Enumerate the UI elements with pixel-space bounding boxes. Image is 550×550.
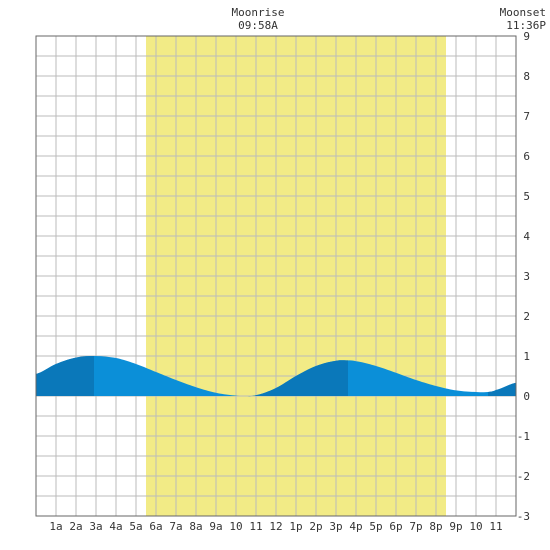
y-tick-label: 1 [523, 350, 530, 363]
y-tick-label: 5 [523, 190, 530, 203]
y-tick-label: 3 [523, 270, 530, 283]
tide-area-rising [244, 360, 348, 397]
x-tick-labels: 1a 2a 3a 4a 5a 6a 7a 8a 9a 10 11 12 1p 2p 3p 4p 5p 6p 7p 8p… [49, 520, 502, 533]
y-tick-label: 8 [523, 70, 530, 83]
x-tick-label: 9a [209, 520, 222, 533]
tide-area-rising [488, 382, 516, 396]
x-tick-label: 2p [309, 520, 322, 533]
moonset-time: 11:36P [506, 19, 546, 32]
x-tick-label: 1a [49, 520, 62, 533]
y-tick-label: 4 [523, 230, 530, 243]
x-tick-label: 7p [409, 520, 422, 533]
x-tick-label: 11 [489, 520, 502, 533]
x-tick-label: 2a [69, 520, 82, 533]
x-tick-label: 6a [149, 520, 162, 533]
y-tick-label: 0 [523, 390, 530, 403]
plot-frame [35, 35, 517, 517]
x-tick-label: 10 [469, 520, 482, 533]
x-tick-label: 1p [289, 520, 302, 533]
x-tick-label: 3a [89, 520, 102, 533]
x-tick-label: 10 [229, 520, 242, 533]
x-tick-label: 6p [389, 520, 402, 533]
x-tick-label: 4a [109, 520, 122, 533]
moonset-label: Moonset [500, 6, 546, 19]
x-tick-label: 9p [449, 520, 462, 533]
tide-area [36, 355, 516, 397]
x-tick-label: 4p [349, 520, 362, 533]
y-tick-label: 2 [523, 310, 530, 323]
moonrise-label: Moonrise [232, 6, 285, 19]
y-tick-label: -1 [517, 430, 530, 443]
y-tick-labels: 9 8 7 6 5 4 3 2 1 0 -1 -2 -3 [517, 30, 531, 523]
x-tick-label: 8p [429, 520, 442, 533]
x-tick-label: 3p [329, 520, 342, 533]
y-tick-label: 9 [523, 30, 530, 43]
y-tick-label: -3 [517, 510, 530, 523]
y-tick-label: -2 [517, 470, 530, 483]
tide-area-rising [36, 355, 94, 396]
x-tick-label: 11 [249, 520, 262, 533]
x-tick-label: 7a [169, 520, 182, 533]
y-tick-label: 6 [523, 150, 530, 163]
x-tick-label: 5a [129, 520, 142, 533]
moonrise-time: 09:58A [238, 19, 278, 32]
tide-area-layer [36, 355, 516, 397]
x-tick-label: 12 [269, 520, 282, 533]
x-tick-label: 8a [189, 520, 202, 533]
y-tick-label: 7 [523, 110, 530, 123]
x-tick-label: 5p [369, 520, 382, 533]
